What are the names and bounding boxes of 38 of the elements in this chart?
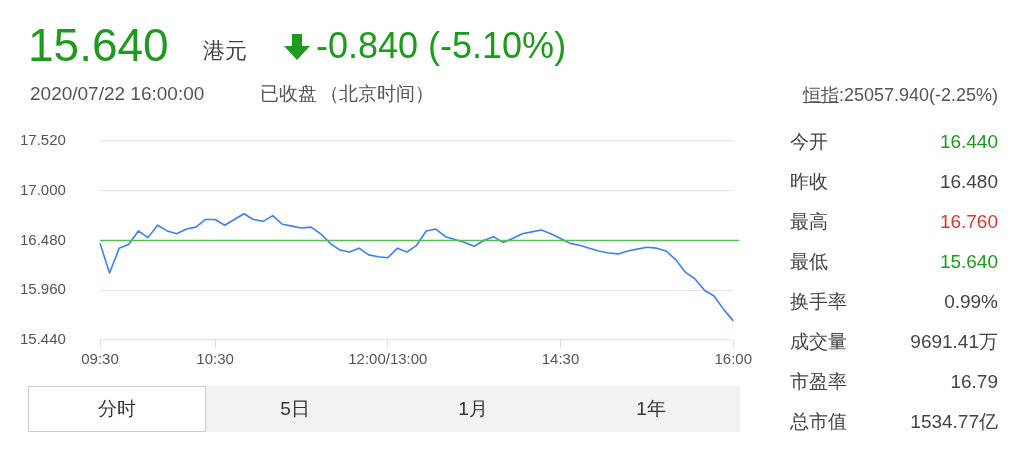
text: 分时 [28, 386, 206, 432]
x-tick-label: 10:30 [196, 350, 234, 368]
text: 港元 [203, 38, 247, 63]
text: 16.760 [939, 211, 998, 232]
text: 成交量 [790, 331, 847, 352]
text: 总市值 [790, 411, 847, 432]
x-tick-label: 14:30 [541, 350, 580, 368]
text: 9691.41万 [910, 331, 998, 352]
text: 15.640 [939, 251, 998, 272]
text: 已收盘 [260, 83, 317, 104]
x-tick-label: 09:30 [81, 350, 119, 368]
text: 1年 [562, 386, 740, 432]
text: 最高 [790, 211, 828, 232]
text: 最低 [790, 251, 828, 272]
x-tick-label: 12:00/13:00 [348, 350, 428, 368]
y-tick-label: 15.960 [20, 280, 66, 298]
text: 1月 [384, 386, 562, 432]
text: 2020/07/22 16:00:00 [30, 83, 205, 104]
text: 昨收 [790, 171, 828, 192]
x-tick-label: 16:00 [714, 350, 753, 368]
y-tick-label: 16.480 [20, 230, 66, 248]
text: 恒指 [802, 85, 839, 105]
text: 1534.77亿 [910, 411, 998, 432]
text: 市盈率 [790, 371, 847, 392]
text: （北京时间） [320, 83, 434, 104]
y-tick-label: 15.440 [20, 330, 66, 348]
text: 16.440 [939, 131, 998, 152]
text: :25057.940(-2.25%) [838, 85, 998, 105]
text: 0.99% [944, 291, 998, 312]
y-tick-label: 17.520 [20, 131, 66, 149]
text: 换手率 [790, 291, 847, 312]
text: 今开 [790, 131, 828, 152]
text: 15.640 [28, 19, 169, 71]
text: -0.840 (-5.10%) [316, 25, 567, 66]
y-tick-label: 17.000 [20, 180, 66, 198]
text: 16.480 [939, 171, 998, 192]
text: 5日 [206, 386, 384, 432]
text: 16.79 [950, 371, 998, 392]
